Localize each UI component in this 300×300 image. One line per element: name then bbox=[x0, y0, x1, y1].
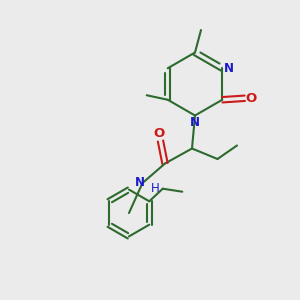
Text: O: O bbox=[153, 127, 165, 140]
Text: H: H bbox=[151, 182, 160, 195]
Text: O: O bbox=[246, 92, 257, 105]
Text: N: N bbox=[190, 116, 200, 129]
Text: N: N bbox=[135, 176, 145, 190]
Text: N: N bbox=[224, 62, 234, 75]
